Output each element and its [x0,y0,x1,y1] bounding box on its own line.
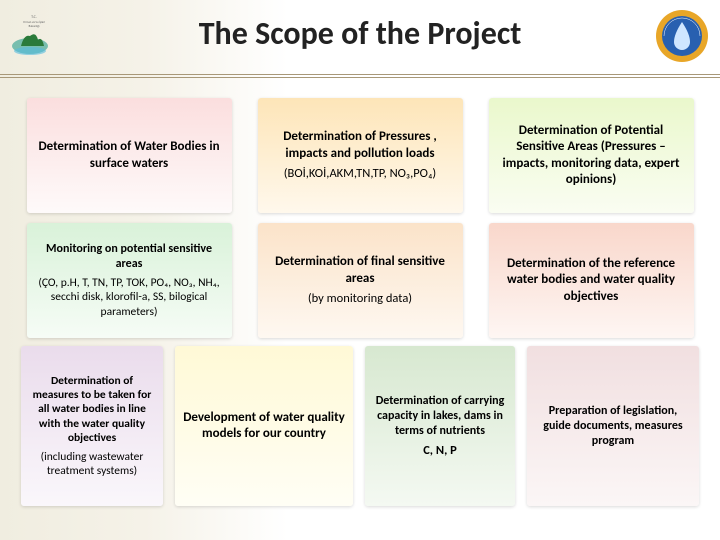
card-sub: (BOİ,KOİ,AKM,TN,TP, NO₃,PO₄) [266,166,455,182]
card-text: Preparation of legislation, guide docume… [535,404,691,449]
card-text: Determination of measures to be taken fo… [29,374,155,446]
svg-text:Bakanlığı: Bakanlığı [29,24,40,28]
card-carrying-capacity: Determination of carrying capacity in la… [365,346,515,506]
card-potential-sensitive: Determination of Potential Sensitive Are… [489,98,694,213]
card-text: Determination of Water Bodies in surface… [35,139,224,172]
card-models: Development of water quality models for … [175,346,353,506]
card-text: Determination of final sensitive areas [266,254,455,287]
card-text: Determination of Potential Sensitive Are… [497,123,686,188]
card-final-sensitive: Determination of final sensitive areas (… [258,223,463,338]
water-mgmt-logo-icon [654,8,710,64]
card-reference-bodies: Determination of the reference water bod… [489,223,694,338]
card-sub: (by monitoring data) [266,291,455,307]
page-title: The Scope of the Project [0,0,720,53]
card-sub: C, N, P [373,443,507,459]
card-water-bodies: Determination of Water Bodies in surface… [27,98,232,213]
header: T.C. Orman ve Su İşleri Bakanlığı The Sc… [0,0,720,78]
card-text: Determination of the reference water bod… [497,256,686,305]
card-text: Determination of carrying capacity in la… [373,394,507,439]
ministry-logo-icon: T.C. Orman ve Su İşleri Bakanlığı [6,6,62,62]
card-text: Determination of Pressures , impacts and… [266,129,455,162]
cards-grid-rows12: Determination of Water Bodies in surface… [0,78,720,346]
card-measures: Determination of measures to be taken fo… [21,346,163,506]
card-pressures: Determination of Pressures , impacts and… [258,98,463,213]
card-text: Development of water quality models for … [183,410,345,443]
card-sub: (including wastewater treatment systems) [29,450,155,479]
card-legislation: Preparation of legislation, guide docume… [527,346,699,506]
card-monitoring: Monitoring on potential sensitive areas … [27,223,232,338]
cards-grid-row3: Determination of measures to be taken fo… [0,346,720,522]
card-text: Monitoring on potential sensitive areas [35,242,224,272]
card-sub: (ÇO, p.H, T, TN, TP, TOK, PO₄, NO₃, NH₄,… [35,276,224,319]
